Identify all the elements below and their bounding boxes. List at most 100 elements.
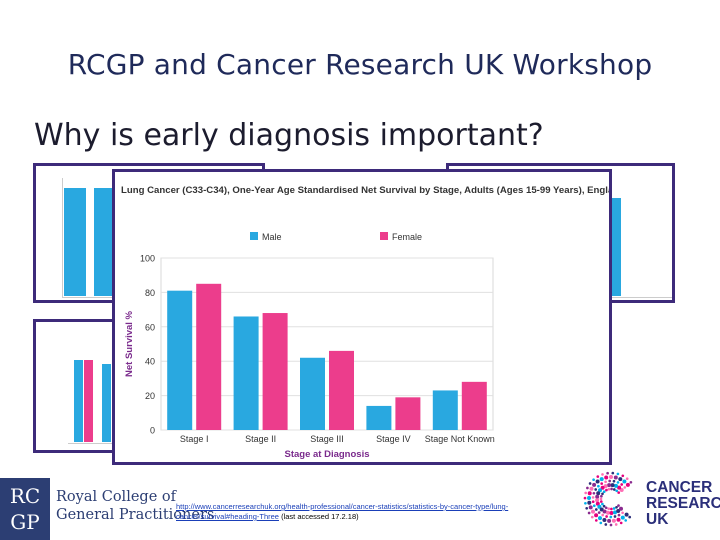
cruk-logo-dot [611,471,615,475]
y-tick-label: 20 [145,391,155,401]
cruk-logo-dot [612,507,616,510]
source-accessed-note: (last accessed 17.2.18) [281,512,359,521]
x-tick-label: Stage II [245,434,276,444]
cruk-logo-dot [583,496,587,500]
cruk-logo-dot [617,513,621,517]
y-tick-label: 100 [140,254,155,264]
cruk-logo-dot [604,523,608,526]
bar-male-stage-i [167,290,193,430]
cruk-logo-dot [629,480,633,484]
cruk-logo-dot [597,484,600,488]
cruk-logo-dot [587,496,591,500]
cruk-logo-dot [610,483,615,488]
cruk-logo-dot [585,506,589,510]
cruk-logo-dot [604,480,607,484]
cruk-logo-dot [609,523,613,527]
cruk-logo-dot [592,478,595,482]
cruk-logo-dot [617,485,622,490]
y-tick-label: 0 [150,426,155,436]
bar-female-stage-i [196,283,222,430]
cruk-logo-dot [602,518,607,522]
cruk-logo-dot [592,482,597,487]
cruk-logo-dot [614,483,618,488]
cruk-logo-dot [598,516,602,521]
cruk-logo-dot [597,511,601,514]
cruk-logo-dot [618,477,623,482]
cruk-logo-dot [592,504,596,508]
cruk-logo-dot [601,492,604,496]
cruk-logo-dot [612,488,616,491]
cruk-logo-dot [595,498,600,503]
legend-swatch-male [250,232,258,240]
cruk-logo-dot [606,510,610,515]
cruk-logo-dot [620,483,624,486]
x-tick-label: Stage Not Known [425,434,495,444]
cruk-logo-dot [621,511,624,515]
cruk-logo-dot [622,479,627,484]
cruk-logo-dot [595,479,600,484]
cruk-logo-dot [584,491,588,495]
bar-male-stage-iii [300,357,325,430]
y-tick-label: 60 [145,322,155,332]
lung-cancer-survival-chart: Lung Cancer (C33-C34), One-Year Age Stan… [112,169,612,465]
cruk-logo-dot [616,517,621,522]
cruk-logo-dot [623,486,627,489]
cruk-logo-dot [598,488,602,493]
cruk-logo-dot [587,511,591,515]
cruk-logo-dot [610,507,613,511]
cruk-logo-dot [615,489,619,493]
cruk-logo-dot [584,501,587,505]
cruk-logo-dot [588,505,593,510]
cruk-logo-dot [620,515,625,520]
cruk-logo-dot [613,515,617,518]
cruk-logo-dot [607,507,611,511]
cruk-logo-dot [607,518,612,523]
cruk-logo-dot [616,481,620,484]
cruk-logo-dot [616,472,620,476]
cruk-logo-dot [587,500,592,505]
cruk-logo-dot [602,504,606,508]
cruk-logo-text: CANCER RESEARCH UK [646,480,720,528]
rcgp-logo-line-1: RC [9,484,41,508]
cruk-logo-dot [619,521,623,525]
cruk-logo-dot [611,518,616,523]
bar-female-stage-ii [262,313,288,430]
cruk-logo-dot [613,510,617,515]
legend-label-male: Male [262,232,282,242]
cruk-logo-dot [602,490,606,494]
cruk-logo-dot [601,473,604,476]
cruk-logo-dot [599,477,604,482]
bar-female-stage-not-known [461,381,487,430]
cruk-logo-dot [590,515,594,519]
cruk-logo-dot [599,500,603,503]
cruk-logo-dot [602,509,607,514]
cruk-logo-dot [625,477,629,481]
legend-label-female: Female [392,232,422,242]
cruk-logo-dot [595,494,600,499]
cruk-logo-dot [594,513,599,518]
bar-female-stage-iii [329,350,354,430]
cruk-logo-dot [596,491,601,496]
cruk-logo-dot [600,482,604,485]
bar-male-stage-ii [233,316,259,430]
cruk-logo-dot [612,479,616,483]
slide-title: RCGP and Cancer Research UK Workshop [67,48,653,81]
cruk-logo-dot [604,506,608,510]
source-link[interactable]: http://www.cancerresearchuk.org/health-p… [176,502,509,521]
cruk-logo-dot [601,513,605,517]
cruk-logo-dot [594,519,598,522]
cruk-logo-dot [588,482,592,485]
rcgp-name-line-1: Royal College of [56,489,176,505]
cruk-logo-dot [597,504,602,509]
cruk-logo-dot [617,491,621,494]
cruk-logo-dot [607,487,611,491]
rcgp-logo: RC GP [0,478,50,540]
cruk-logo-dot [603,484,608,489]
cruk-logo-dot [592,491,596,495]
y-tick-label: 80 [145,288,155,298]
cruk-logo-icon [583,471,633,527]
bar-female-stage-iv [395,397,421,430]
cruk-logo-dot [624,512,629,517]
cruk-logo-dot [594,508,598,511]
cruk-logo-dot [599,497,603,501]
